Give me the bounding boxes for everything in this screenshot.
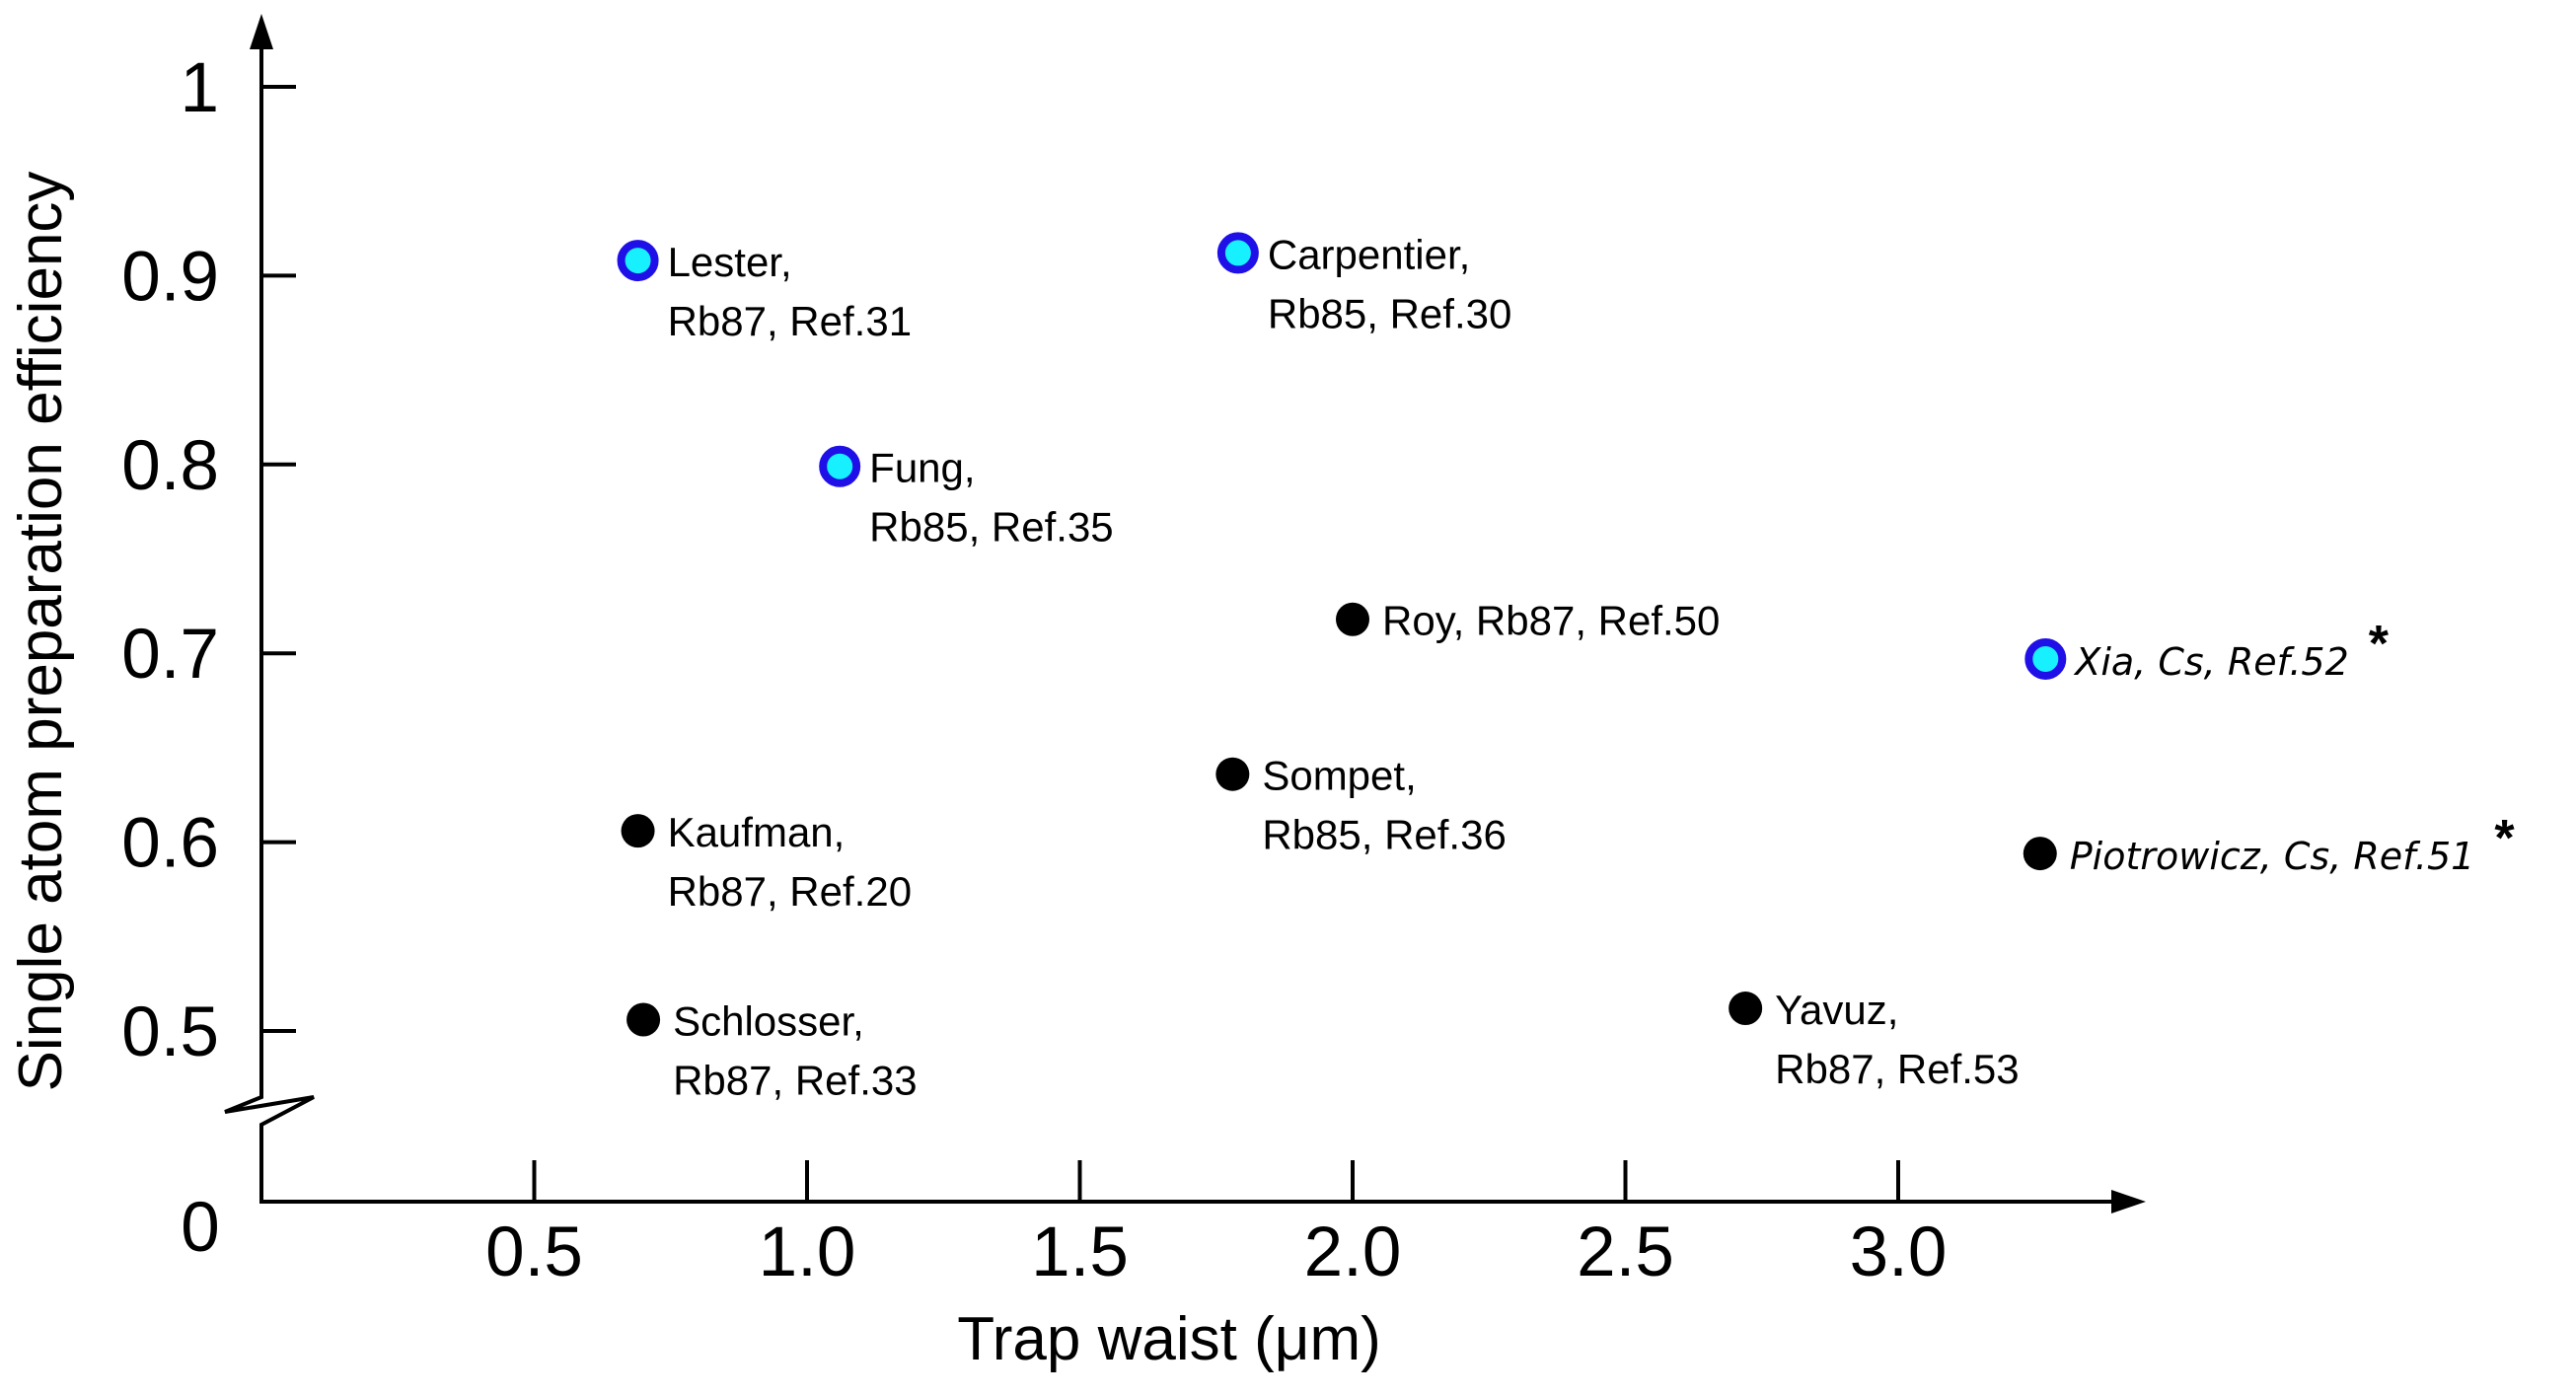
y-tick-label: 0.5 bbox=[121, 993, 219, 1071]
asterisk-marker: * bbox=[2494, 810, 2515, 867]
point-label-line: Lester, bbox=[668, 239, 792, 285]
data-point-fung: Fung, Rb85, Ref.35 bbox=[819, 445, 1114, 551]
y-tick-label: 0.7 bbox=[121, 616, 219, 694]
x-tick-label: 2.5 bbox=[1577, 1213, 1674, 1291]
data-point-sompet: Sompet, Rb85, Ref.36 bbox=[1215, 753, 1507, 858]
y-tick-label: 0.8 bbox=[121, 427, 219, 505]
x-tick-label: 0.5 bbox=[485, 1213, 583, 1291]
y-origin-label: 0 bbox=[181, 1189, 220, 1267]
x-tick-label: 1.5 bbox=[1031, 1213, 1129, 1291]
y-tick-label: 1 bbox=[181, 49, 220, 127]
x-axis-label: Trap waist (μm) bbox=[957, 1305, 1381, 1373]
y-axis-line bbox=[224, 39, 315, 1202]
point-label-line: Fung, bbox=[869, 445, 975, 491]
point-label-line: Schlosser, bbox=[673, 998, 864, 1045]
point-marker bbox=[1336, 602, 1369, 636]
y-axis-label: Single atom preparation efficiency bbox=[7, 172, 75, 1092]
data-points: Lester, Rb87, Ref.31 Carpentier, Rb85, Ref.… bbox=[617, 231, 2515, 1104]
point-marker bbox=[819, 445, 861, 487]
data-point-roy: Roy, Rb87, Ref.50 bbox=[1336, 598, 1720, 644]
point-marker bbox=[1215, 757, 1250, 791]
point-marker bbox=[2024, 637, 2067, 680]
point-label-line: Kaufman, bbox=[668, 809, 846, 855]
point-label-line: Sompet, bbox=[1262, 753, 1416, 799]
point-label-line: Rb87, Ref.31 bbox=[668, 298, 913, 344]
x-tick-label: 1.0 bbox=[759, 1213, 856, 1291]
point-label-line: Rb85, Ref.35 bbox=[869, 504, 1113, 551]
axes bbox=[224, 14, 2146, 1213]
point-marker bbox=[1216, 232, 1259, 274]
tick-marks: 0.5 0.6 0.7 0.8 0.9 1 0.5 1.0 1.5 2.0 2.5 3.0 bbox=[121, 49, 1947, 1291]
point-marker bbox=[617, 240, 659, 282]
x-tick-label: 2.0 bbox=[1304, 1213, 1402, 1291]
data-point-yavuz: Yavuz, Rb87, Ref.53 bbox=[1729, 987, 2020, 1092]
y-axis-arrowhead bbox=[250, 14, 273, 49]
point-label-line: Xia, Cs, Ref.52 bbox=[2073, 640, 2348, 684]
asterisk-marker: * bbox=[2369, 616, 2390, 673]
point-marker bbox=[1729, 992, 1763, 1026]
point-label-line: Rb87, Ref.33 bbox=[673, 1058, 918, 1104]
point-label-line: Yavuz, bbox=[1775, 987, 1898, 1033]
data-point-carpentier: Carpentier, Rb85, Ref.30 bbox=[1216, 231, 1512, 336]
point-marker bbox=[2023, 837, 2057, 871]
point-marker bbox=[626, 1002, 661, 1037]
y-tick-label: 0.6 bbox=[121, 805, 219, 883]
data-point-piotrowicz: Piotrowicz, Cs, Ref.51 * bbox=[2023, 810, 2515, 878]
point-label-line: Roy, Rb87, Ref.50 bbox=[1382, 598, 1720, 644]
point-label-line: Carpentier, bbox=[1268, 231, 1470, 277]
x-axis-arrowhead bbox=[2111, 1190, 2146, 1213]
point-label-line: Rb85, Ref.36 bbox=[1262, 812, 1507, 858]
axis-labels: Trap waist (μm) Single atom preparation … bbox=[7, 172, 1381, 1373]
data-point-schlosser: Schlosser, Rb87, Ref.33 bbox=[626, 998, 918, 1104]
x-tick-label: 3.0 bbox=[1850, 1213, 1948, 1291]
data-point-kaufman: Kaufman, Rb87, Ref.20 bbox=[621, 809, 913, 915]
data-point-lester: Lester, Rb87, Ref.31 bbox=[617, 239, 913, 344]
point-marker bbox=[621, 814, 655, 848]
data-point-xia: Xia, Cs, Ref.52 * bbox=[2024, 616, 2390, 684]
y-tick-label: 0.9 bbox=[121, 238, 219, 316]
point-label-line: Rb87, Ref.20 bbox=[668, 868, 913, 915]
point-label-line: Piotrowicz, Cs, Ref.51 bbox=[2070, 835, 2475, 878]
point-label-line: Rb85, Ref.30 bbox=[1268, 290, 1512, 336]
point-label-line: Rb87, Ref.53 bbox=[1775, 1046, 2020, 1092]
